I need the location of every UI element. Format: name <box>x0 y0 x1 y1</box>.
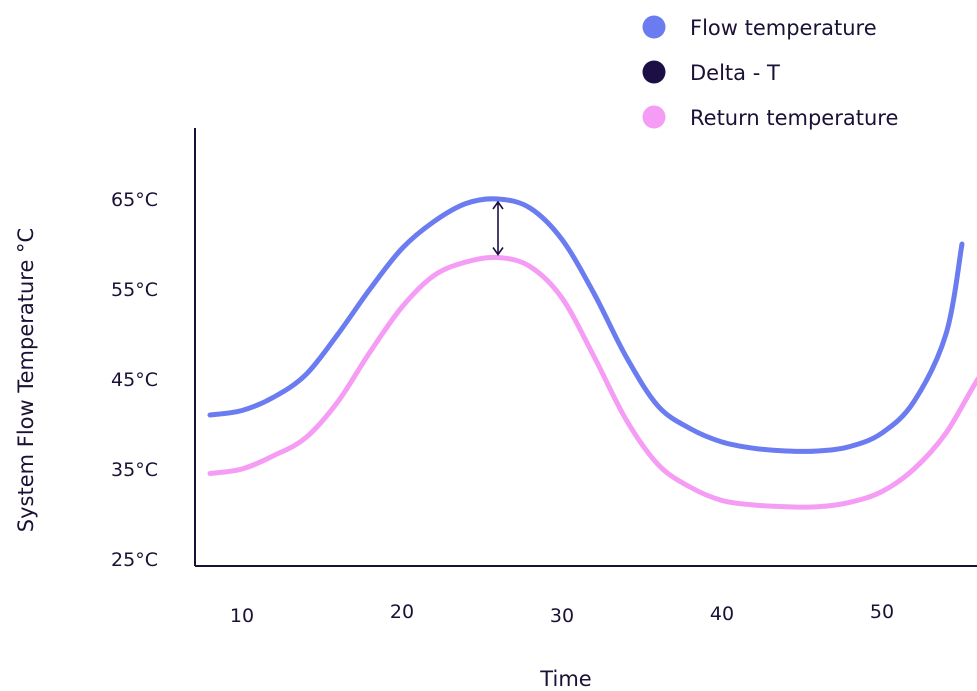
y-tick-label: 65°C <box>111 189 158 211</box>
y-tick-label: 45°C <box>111 369 158 391</box>
delta-t-arrowhead-bottom <box>492 247 504 256</box>
x-tick-label: 50 <box>870 601 894 623</box>
x-tick-label: 40 <box>710 603 734 625</box>
legend-label-return: Return temperature <box>690 106 898 130</box>
series-layer <box>207 196 977 510</box>
y-tick-label: 25°C <box>111 549 158 571</box>
legend: Flow temperature Delta - T Return temperat… <box>642 15 898 130</box>
legend-label-delta-t: Delta - T <box>690 61 780 85</box>
series-line-0 <box>207 196 965 454</box>
x-tick-label: 20 <box>390 601 414 623</box>
y-axis-title: System Flow Temperature °C <box>14 228 38 532</box>
y-tick-label: 35°C <box>111 459 158 481</box>
delta-t-arrowhead-top <box>492 200 504 210</box>
x-axis-title: Time <box>539 667 591 691</box>
series-line-1 <box>207 254 977 510</box>
x-tick-label: 10 <box>230 605 254 627</box>
y-tick-label: 55°C <box>111 279 158 301</box>
y-tick-labels: 25°C 35°C 45°C 55°C 65°C <box>111 189 158 571</box>
legend-marker-delta-t <box>642 60 666 84</box>
annotation-layer <box>492 200 504 256</box>
x-tick-label: 30 <box>550 605 574 627</box>
legend-marker-flow <box>642 15 666 39</box>
x-tick-labels: 10 20 30 40 50 <box>230 601 894 627</box>
legend-label-flow: Flow temperature <box>690 16 877 40</box>
legend-marker-return <box>642 105 666 129</box>
